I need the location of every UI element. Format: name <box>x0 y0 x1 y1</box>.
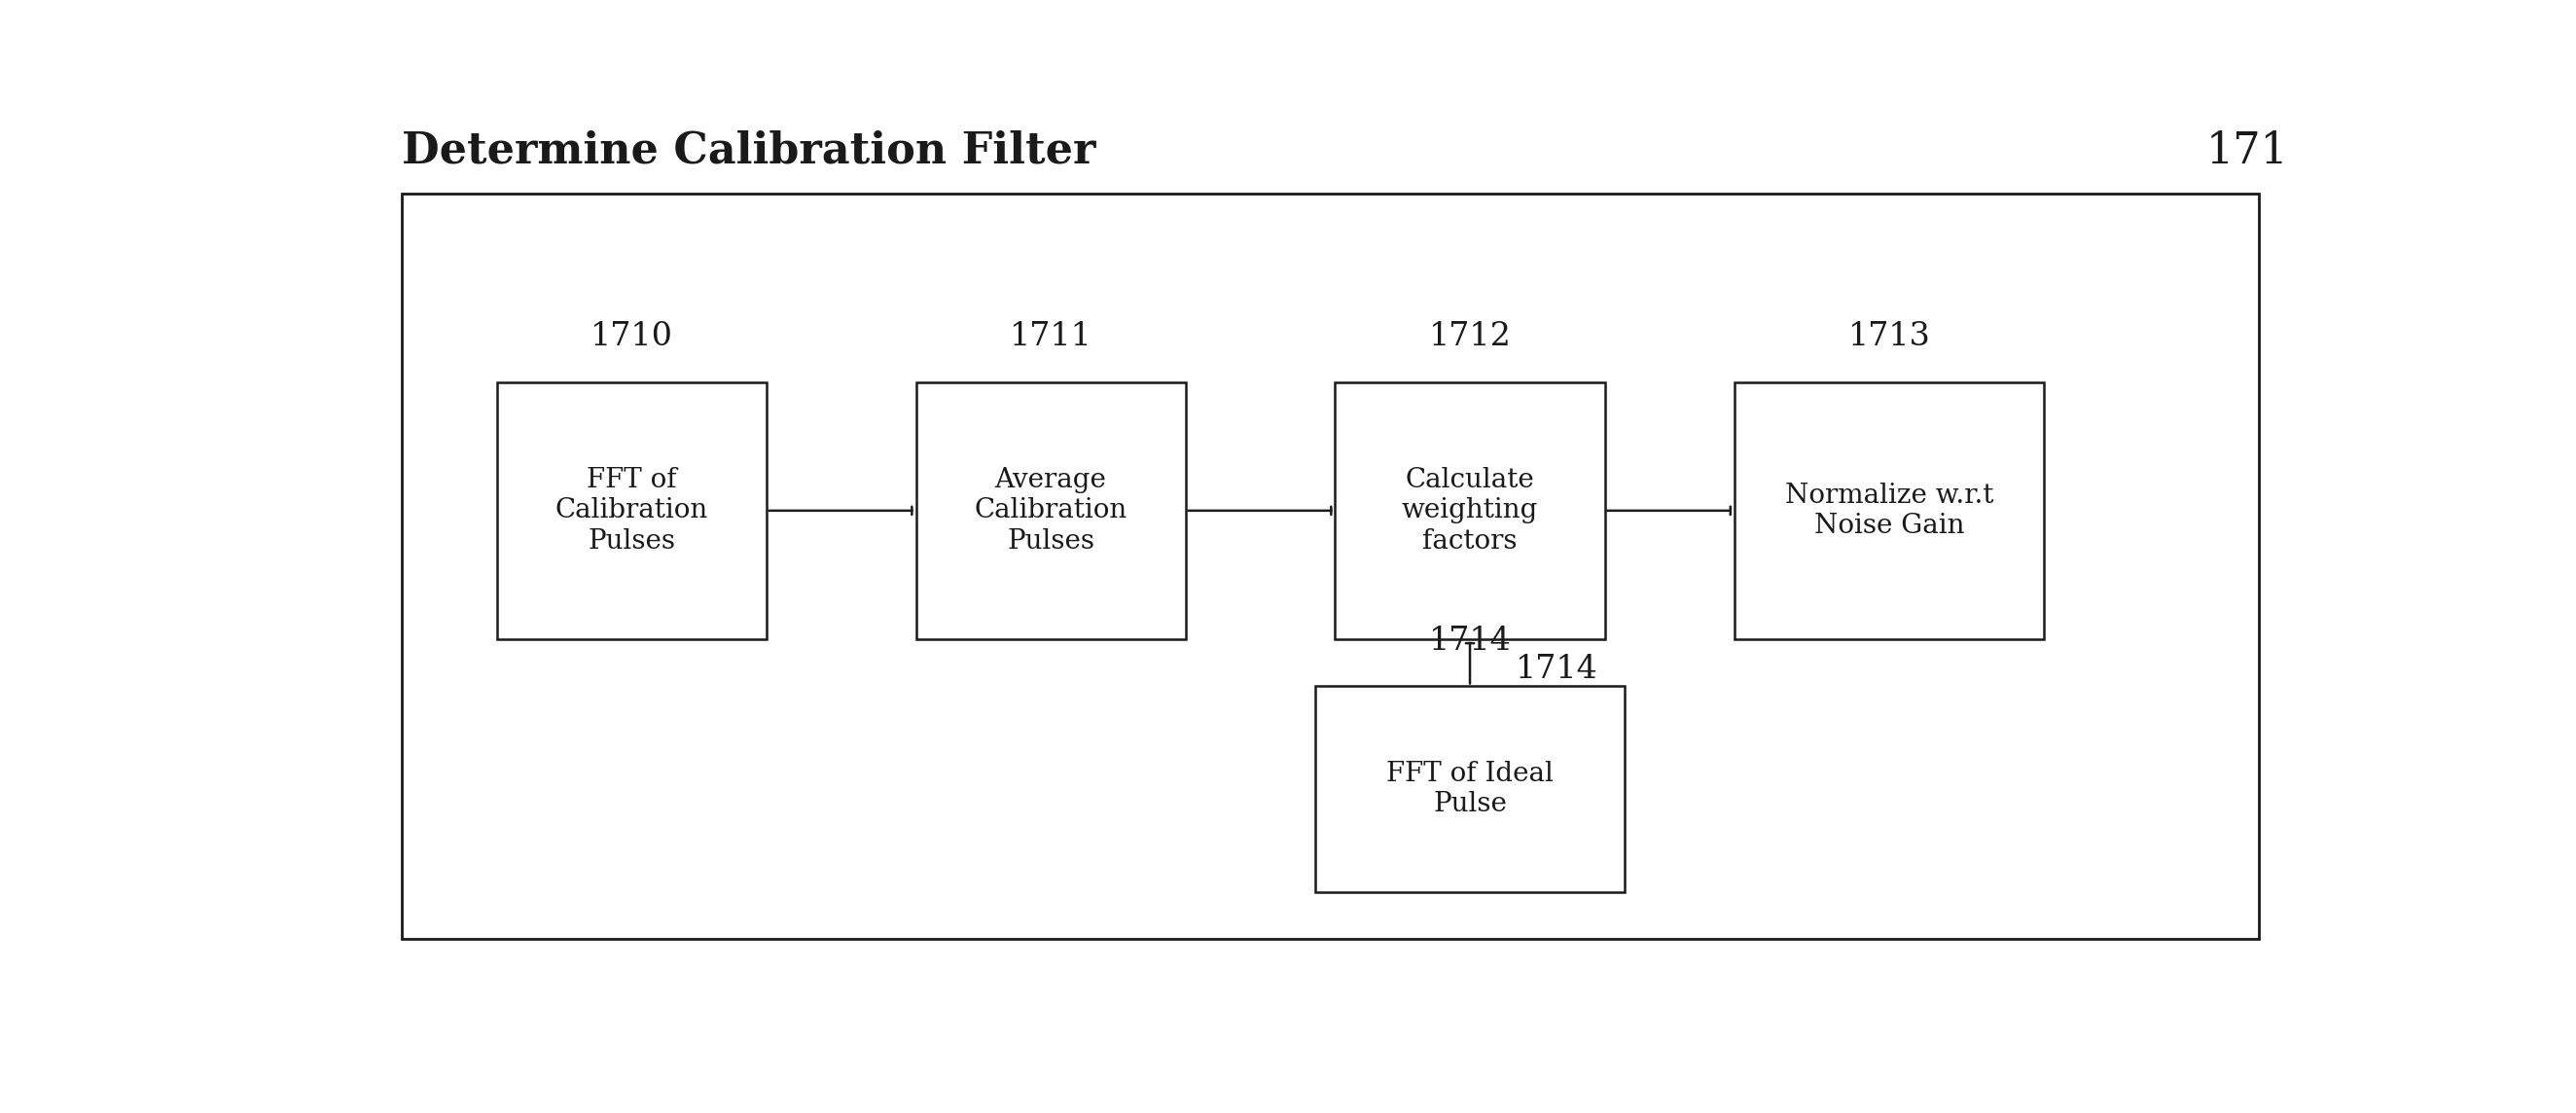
Text: 1711: 1711 <box>1010 321 1092 352</box>
Text: 1714: 1714 <box>1515 653 1597 684</box>
Text: FFT of Ideal
Pulse: FFT of Ideal Pulse <box>1386 761 1553 817</box>
Text: 1714: 1714 <box>1430 626 1512 657</box>
Bar <box>917 382 1185 639</box>
Text: Calculate
weighting
factors: Calculate weighting factors <box>1401 467 1538 554</box>
Bar <box>497 382 765 639</box>
Bar <box>1334 382 1605 639</box>
Bar <box>1316 687 1625 892</box>
Text: FFT of
Calibration
Pulses: FFT of Calibration Pulses <box>554 467 708 554</box>
Text: 1710: 1710 <box>590 321 672 352</box>
Text: 171: 171 <box>2205 130 2287 173</box>
Text: 1713: 1713 <box>1847 321 1929 352</box>
Text: Average
Calibration
Pulses: Average Calibration Pulses <box>974 467 1128 554</box>
Text: Determine Calibration Filter: Determine Calibration Filter <box>402 130 1095 173</box>
Text: Normalize w.r.t
Noise Gain: Normalize w.r.t Noise Gain <box>1785 482 1994 539</box>
Bar <box>402 194 2259 939</box>
Bar <box>1734 382 2043 639</box>
Text: 1712: 1712 <box>1430 321 1512 352</box>
